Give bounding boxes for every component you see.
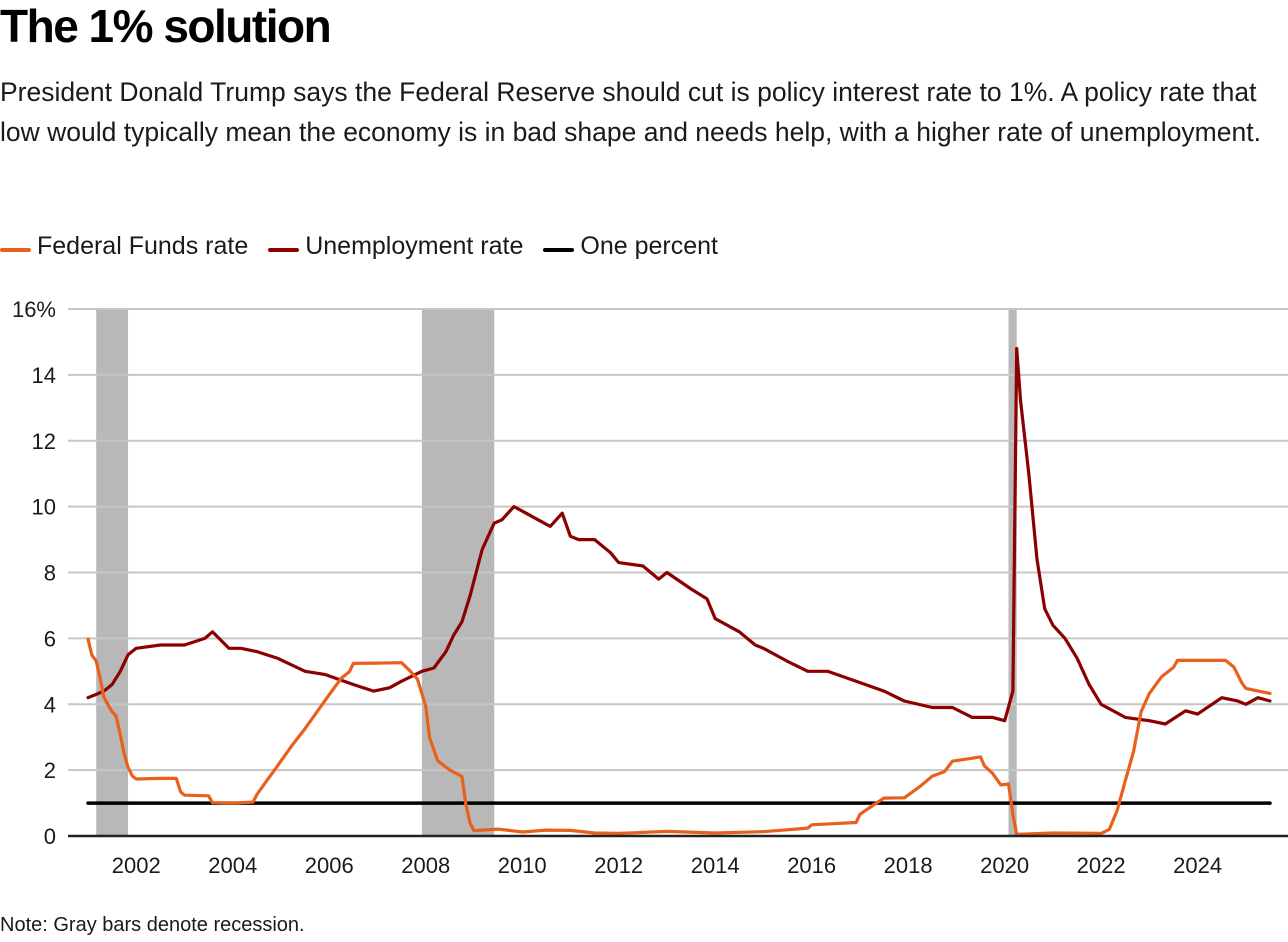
- y-tick-label: 10: [32, 495, 56, 520]
- x-tick-label: 2014: [691, 853, 740, 878]
- legend-label: Federal Funds rate: [37, 232, 249, 260]
- legend: Federal Funds rate Unemployment rate One…: [0, 232, 738, 261]
- y-tick-label: 0: [44, 824, 56, 849]
- x-tick-label: 2016: [787, 853, 836, 878]
- legend-item-unemployment: Unemployment rate: [268, 232, 523, 261]
- legend-item-fed-funds: Federal Funds rate: [0, 232, 248, 261]
- y-tick-label: 2: [44, 758, 56, 783]
- x-tick-label: 2010: [498, 853, 547, 878]
- x-tick-label: 2002: [112, 853, 161, 878]
- x-tick-label: 2020: [980, 853, 1029, 878]
- x-tick-label: 2012: [594, 853, 643, 878]
- legend-swatch-fed-funds: [0, 247, 31, 252]
- series-line-unemployment-rate: [86, 346, 1272, 726]
- x-tick-label: 2006: [305, 853, 354, 878]
- x-tick-label: 2008: [401, 853, 450, 878]
- series-lines: [86, 346, 1272, 837]
- legend-label: One percent: [580, 232, 718, 260]
- series-line-federal-funds-rate: [86, 637, 1272, 837]
- legend-swatch-unemployment: [268, 247, 300, 252]
- y-tick-label: 8: [44, 561, 56, 586]
- legend-swatch-one-percent: [543, 247, 575, 252]
- y-axis-ticks: 0 2 4 6 8 10 12 14 16%: [12, 297, 56, 849]
- legend-item-one-percent: One percent: [543, 232, 718, 261]
- legend-label: Unemployment rate: [305, 232, 524, 260]
- y-tick-label: 16%: [12, 297, 56, 322]
- y-tick-label: 14: [32, 363, 56, 388]
- chart-title: The 1% solution: [0, 0, 332, 52]
- y-tick-label: 6: [44, 626, 56, 651]
- y-tick-label: 4: [44, 692, 56, 717]
- gridlines: [68, 308, 1288, 772]
- x-tick-label: 2018: [884, 853, 933, 878]
- x-axis-ticks: 2002 2004 2006 2008 2010 2012 2014 2016 2018 2020…: [112, 853, 1222, 878]
- x-tick-label: 2004: [208, 853, 257, 878]
- chart-subtitle: President Donald Trump says the Federal …: [0, 77, 1261, 147]
- y-tick-label: 12: [32, 429, 56, 454]
- x-tick-label: 2022: [1077, 853, 1126, 878]
- x-tick-label: 2024: [1173, 853, 1222, 878]
- footnote: Note: Gray bars denote recession.: [0, 914, 305, 936]
